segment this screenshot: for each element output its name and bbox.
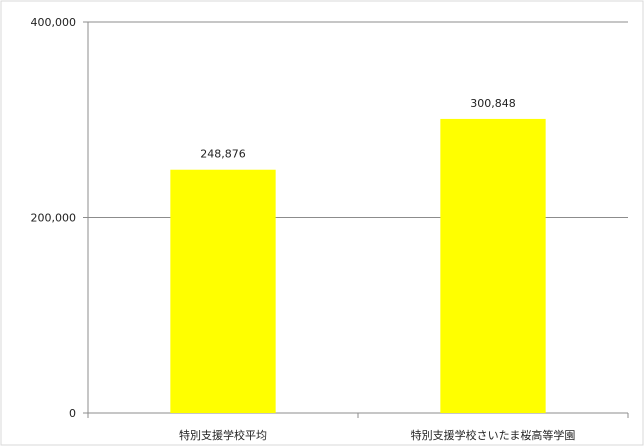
- bar: [440, 118, 546, 413]
- y-tick-label: 400,000: [31, 16, 77, 29]
- y-tick-label: 200,000: [31, 212, 77, 225]
- bar: [170, 169, 276, 413]
- data-label: 300,848: [470, 97, 516, 110]
- y-tick-label: 0: [69, 407, 76, 420]
- x-tick-label: 特別支援学校さいたま桜高等学園: [411, 428, 576, 442]
- data-label: 248,876: [200, 148, 246, 161]
- labels: 0 200,000 400,000 248,876 特別支援学校平均 300,848 特別支…: [31, 16, 576, 442]
- bars: [170, 118, 546, 413]
- x-tick-label: 特別支援学校平均: [179, 428, 267, 442]
